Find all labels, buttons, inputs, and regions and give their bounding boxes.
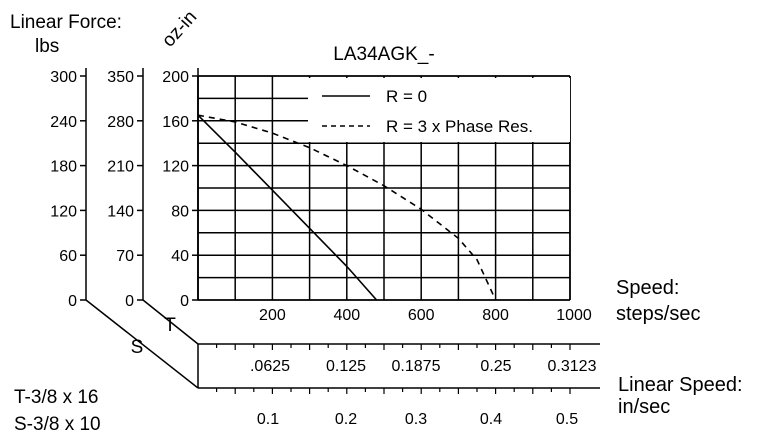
x-tick-label: 1000 xyxy=(556,307,592,324)
legend-box xyxy=(308,78,570,142)
y-tick-label: 200 xyxy=(162,69,189,86)
x-tick-label: 600 xyxy=(408,307,435,324)
y-tick-label: 240 xyxy=(50,114,77,131)
legend-label-r0: R = 0 xyxy=(386,87,427,106)
S-axis-diagonal xyxy=(85,299,199,389)
chart-title: LA34AGK_- xyxy=(333,44,434,65)
y-tick-label: 0 xyxy=(125,293,134,310)
linear-speed-label: Linear Speed: xyxy=(618,374,743,396)
legend: R = 0 R = 3 x Phase Res. xyxy=(308,78,570,142)
T-axis-diagonal xyxy=(142,299,199,345)
y-tick-label: 210 xyxy=(107,159,134,176)
T-scale-label: 0.25 xyxy=(480,358,511,375)
tick-labels: 0 60 120 180 240 300 0 70 140 210 280 350 0 40 80 120 16… xyxy=(50,69,592,324)
y-tick-label: 350 xyxy=(107,69,134,86)
T-scale-label: 0.1875 xyxy=(392,358,441,375)
series-line-r0 xyxy=(197,114,378,301)
data-series xyxy=(197,114,497,301)
y-tick-label: 0 xyxy=(68,293,77,310)
S-scale-label: 0.5 xyxy=(556,411,578,428)
y-tick-label: 80 xyxy=(171,203,189,220)
y-tick-label: 300 xyxy=(50,69,77,86)
T-axis-label: T xyxy=(164,315,176,336)
y-tick-label: 160 xyxy=(162,114,189,131)
S-scale-label: 0.1 xyxy=(257,411,279,428)
y-tick-label: 120 xyxy=(50,203,77,220)
x-tick-label: 800 xyxy=(482,307,509,324)
y-tick-label: 40 xyxy=(171,248,189,265)
y-axis-unit-ozin: oz-in xyxy=(158,7,201,52)
y-tick-label: 120 xyxy=(162,159,189,176)
x-axis-unit: steps/sec xyxy=(616,303,700,325)
T-scale-label: 0.125 xyxy=(326,358,366,375)
chart-axes xyxy=(80,68,199,389)
S-axis-label: S xyxy=(131,337,144,358)
S-scale-label: 0.2 xyxy=(335,411,357,428)
x-tick-label: 400 xyxy=(333,307,360,324)
x-axis-label: Speed: xyxy=(616,277,679,299)
T-scale-label: .0625 xyxy=(250,358,290,375)
linear-speed-scale: .0625 0.125 0.1875 0.25 0.3123 0.1 0.2 0.3 0.4 0.… xyxy=(197,343,600,428)
screw-note-T: T-3/8 x 16 xyxy=(14,387,99,408)
screw-note-S: S-3/8 x 10 xyxy=(14,414,101,435)
y-tick-label: 0 xyxy=(180,293,189,310)
T-scale-label: 0.3123 xyxy=(548,358,597,375)
y-tick-label: 180 xyxy=(50,159,77,176)
y-tick-label: 280 xyxy=(107,114,134,131)
legend-label-r3: R = 3 x Phase Res. xyxy=(386,117,533,136)
y-tick-label: 70 xyxy=(116,248,134,265)
y-axis-title: Linear Force: xyxy=(10,12,122,33)
y-tick-label: 140 xyxy=(107,203,134,220)
S-scale-label: 0.3 xyxy=(405,411,427,428)
linear-speed-unit: in/sec xyxy=(618,396,670,418)
y-axis-unit-lbs: lbs xyxy=(35,36,59,57)
y-tick-label: 60 xyxy=(59,248,77,265)
S-scale-label: 0.4 xyxy=(480,411,502,428)
x-tick-label: 200 xyxy=(259,307,286,324)
series-line-r3 xyxy=(197,114,497,301)
